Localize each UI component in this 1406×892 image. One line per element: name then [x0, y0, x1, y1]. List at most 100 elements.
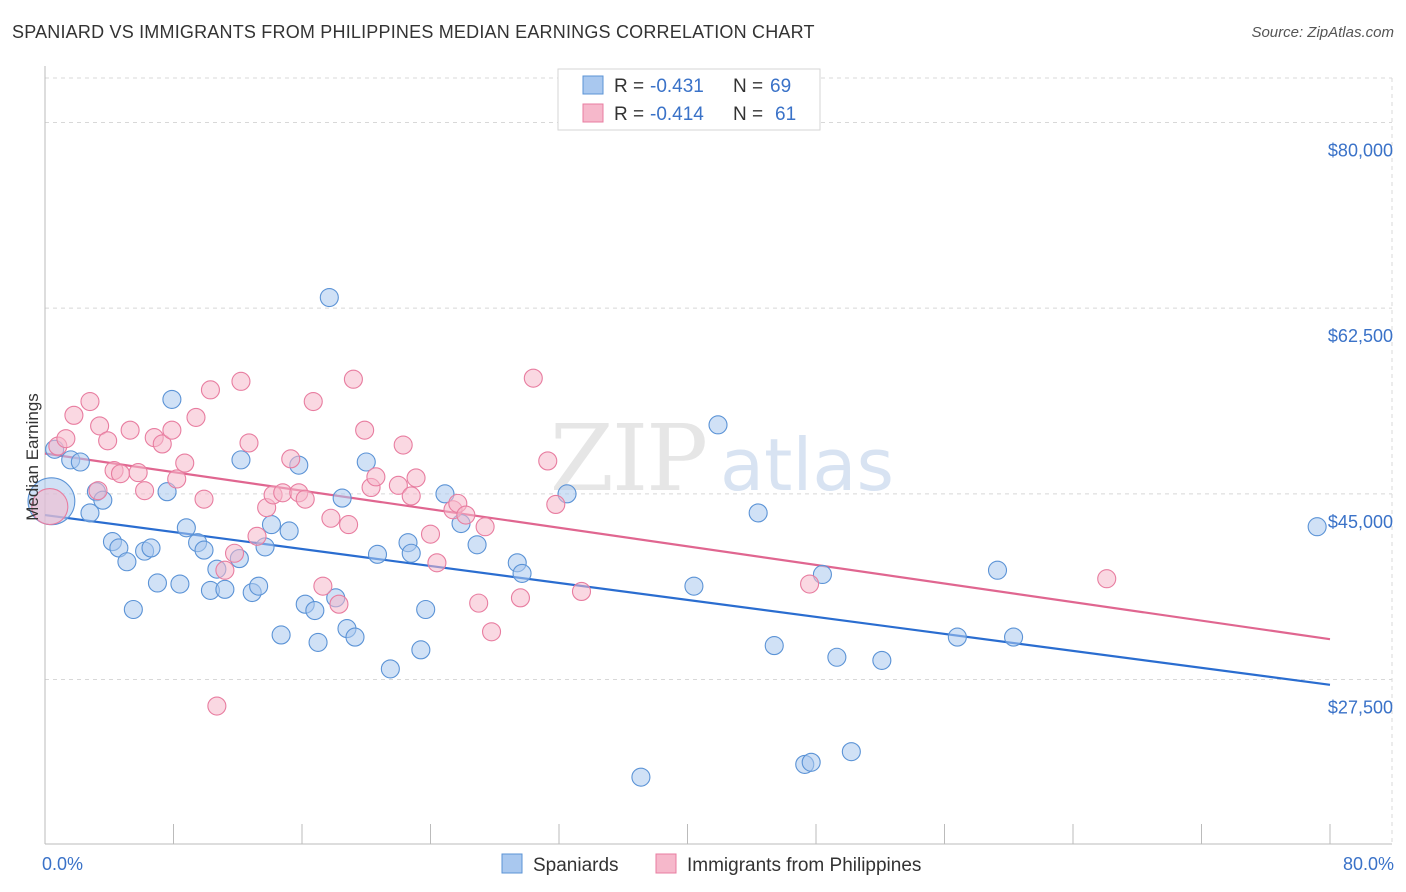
scatter-point-spaniards: [512, 563, 532, 583]
scatter-point-spaniards: [80, 503, 100, 523]
stats-n-value-spaniards: 69: [770, 76, 791, 97]
scatter-point-spaniards: [249, 576, 269, 596]
scatter-point-philippines: [339, 515, 359, 535]
scatter-point-philippines: [152, 434, 172, 454]
scatter-point-spaniards: [261, 515, 282, 535]
scatter-point-philippines: [200, 380, 220, 400]
scatter-point-philippines: [135, 481, 155, 501]
scatter-point-philippines: [110, 464, 131, 484]
scatter-point-philippines: [224, 543, 245, 563]
y-tick-label: $80,000: [1328, 140, 1393, 160]
watermark-atlas: atlas: [720, 423, 894, 507]
scatter-point-spaniards: [319, 287, 339, 308]
scatter-point-spaniards: [411, 640, 431, 660]
scatter-point-philippines: [167, 469, 187, 489]
scatter-point-spaniards: [162, 389, 182, 409]
scatter-point-spaniards: [684, 576, 704, 596]
scatter-point-philippines: [546, 494, 566, 514]
scatter-point-spaniards: [117, 552, 137, 572]
scatter-point-philippines: [523, 368, 543, 388]
scatter-point-philippines: [247, 526, 267, 546]
scatter-point-philippines: [90, 416, 110, 436]
scatter-point-philippines: [215, 560, 235, 580]
scatter-point-spaniards: [380, 659, 400, 679]
scatter-point-spaniards: [987, 560, 1008, 580]
scatter-point-spaniards: [812, 564, 832, 585]
scatter-point-spaniards: [748, 503, 768, 523]
legend-label-philippines: Immigrants from Philippines: [687, 855, 921, 876]
x-tick-label-start: 0.0%: [42, 854, 83, 874]
scatter-point-spaniards: [416, 599, 436, 620]
scatter-point-philippines: [475, 517, 495, 537]
scatter-point-spaniards: [194, 540, 214, 560]
scatter-point-philippines: [128, 463, 148, 483]
stats-r-value-philippines: -0.414: [650, 104, 704, 125]
scatter-point-spaniards: [764, 636, 784, 656]
scatter-point-spaniards: [271, 625, 291, 645]
scatter-point-philippines: [64, 405, 84, 425]
stats-n-label-spaniards: N =: [733, 76, 763, 97]
scatter-point-philippines: [175, 453, 195, 473]
scatter-point-spaniards: [872, 650, 892, 670]
scatter-point-spaniards: [70, 452, 90, 472]
scatter-point-spaniards: [345, 627, 365, 647]
scatter-point-philippines: [343, 369, 363, 389]
scatter-point-spaniards: [157, 482, 177, 502]
scatter-point-philippines: [800, 574, 820, 594]
scatter-point-spaniards: [401, 543, 421, 563]
stats-n-label-philippines: N =: [733, 104, 763, 125]
scatter-point-spaniards: [631, 767, 651, 787]
scatter-point-philippines: [56, 429, 76, 449]
scatter-point-spaniards: [170, 574, 190, 594]
scatter-point-philippines: [120, 420, 140, 440]
scatter-point-philippines: [194, 489, 214, 509]
scatter-point-philippines: [469, 593, 489, 613]
scatter-point-philippines: [80, 391, 100, 412]
axes: [44, 66, 1392, 845]
scatter-point-spaniards: [1307, 517, 1327, 537]
scatter-point-philippines: [571, 581, 592, 602]
scatter-point-philippines: [481, 622, 502, 642]
x-tick-label-end: 80.0%: [1343, 854, 1394, 874]
y-tick-label: $45,000: [1328, 512, 1393, 532]
scatter-point-spaniards: [141, 538, 161, 558]
scatter-point-philippines: [231, 371, 251, 391]
scatter-point-spaniards: [841, 742, 861, 762]
scatter-point-philippines: [406, 468, 426, 488]
stats-r-value-spaniards: -0.431: [650, 76, 704, 97]
scatter-point-spaniards: [147, 573, 167, 593]
scatter-point-spaniards: [801, 752, 821, 772]
scatter-point-spaniards: [279, 521, 299, 541]
stats-r-label-spaniards: R =: [614, 76, 644, 97]
scatter-point-spaniards: [332, 488, 352, 508]
trendline-philippines: [44, 452, 1331, 641]
scatter-point-spaniards: [827, 647, 847, 667]
scatter-point-philippines: [1097, 569, 1117, 589]
scatter-point-spaniards: [367, 544, 388, 564]
scatter-point-philippines: [98, 431, 118, 451]
legend-swatch-philippines: [655, 853, 677, 874]
stats-swatch-spaniards: [582, 75, 604, 95]
legend-swatch-spaniards: [501, 853, 523, 874]
scatter-point-spaniards: [305, 601, 325, 621]
scatter-point-spaniards: [176, 518, 196, 538]
scatter-point-spaniards: [215, 579, 235, 599]
scatter-point-philippines: [281, 449, 301, 469]
scatter-point-philippines: [31, 488, 69, 526]
legend-label-spaniards: Spaniards: [533, 855, 619, 876]
scatter-point-philippines: [355, 420, 375, 440]
y-axis-label: Median Earnings: [23, 393, 42, 521]
data-points: [27, 287, 1327, 787]
scatter-point-philippines: [329, 594, 349, 614]
chart-title: SPANIARD VS IMMIGRANTS FROM PHILIPPINES …: [12, 22, 815, 42]
scatter-point-spaniards: [356, 452, 376, 472]
stats-n-value-philippines: 61: [775, 104, 796, 125]
scatter-point-philippines: [303, 391, 323, 412]
stats-r-label-philippines: R =: [614, 104, 644, 125]
scatter-point-philippines: [321, 508, 341, 528]
legend: Spaniards Immigrants from Philippines: [501, 853, 921, 876]
scatter-point-philippines: [273, 483, 293, 503]
scatter-point-philippines: [186, 407, 206, 427]
scatter-point-spaniards: [708, 415, 728, 435]
